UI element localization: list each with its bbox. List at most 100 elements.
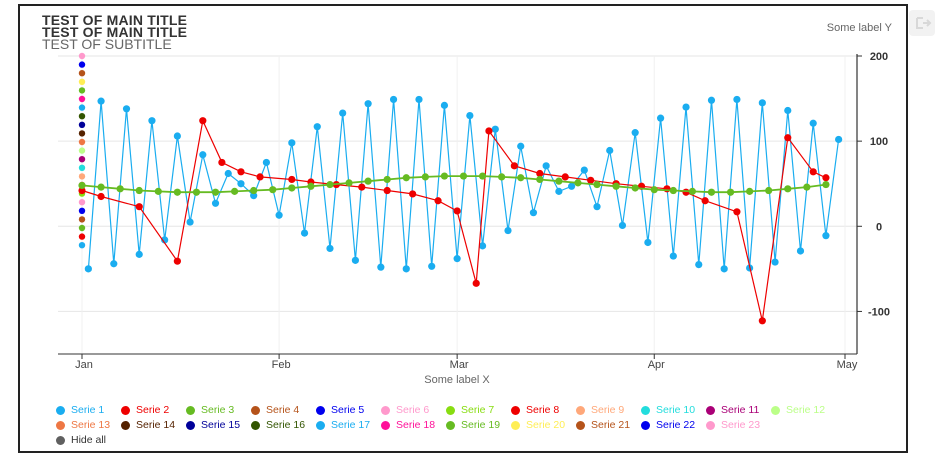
stack-marker xyxy=(78,121,86,128)
data-point xyxy=(326,244,334,253)
data-point xyxy=(796,247,805,255)
x-axis-label: Some label X xyxy=(424,374,490,386)
stack-marker xyxy=(78,130,86,137)
data-point xyxy=(199,117,207,125)
legend-marker-icon xyxy=(706,421,715,430)
legend-label: Serie 18 xyxy=(396,419,436,431)
data-point xyxy=(784,134,792,142)
legend-label: Serie 11 xyxy=(721,404,760,416)
data-point xyxy=(148,117,156,125)
legend-marker-icon xyxy=(446,406,455,415)
legend-label: Serie 13 xyxy=(71,419,111,431)
data-point xyxy=(269,186,277,194)
export-icon xyxy=(916,17,932,29)
data-point xyxy=(555,177,563,185)
data-point xyxy=(440,172,449,180)
x-tick-label: Jan xyxy=(75,359,93,371)
legend-marker-icon xyxy=(316,421,325,430)
legend-marker-icon xyxy=(641,421,650,430)
data-point xyxy=(383,175,391,184)
stack-marker xyxy=(78,138,86,146)
data-point xyxy=(478,172,487,180)
stack-marker xyxy=(78,199,86,206)
data-point xyxy=(186,218,194,226)
stack-marker xyxy=(78,233,86,240)
legend-label: Hide all xyxy=(71,434,107,446)
data-point xyxy=(351,256,360,264)
x-tick-label: Mar xyxy=(450,359,469,371)
stack-marker xyxy=(78,61,86,68)
data-point xyxy=(809,119,817,127)
series-2 xyxy=(78,117,830,325)
x-tick-label: May xyxy=(837,359,858,371)
data-point xyxy=(822,180,830,189)
series-layer xyxy=(78,95,843,325)
data-point xyxy=(809,168,817,176)
data-point xyxy=(707,96,716,104)
data-point xyxy=(135,186,143,195)
legend-label: Serie 14 xyxy=(136,419,176,431)
data-point xyxy=(542,162,550,170)
data-point xyxy=(135,203,143,211)
data-point xyxy=(657,114,665,122)
data-point xyxy=(491,125,499,133)
data-point xyxy=(784,185,792,193)
data-point xyxy=(733,208,741,216)
data-point xyxy=(574,179,582,187)
stack-marker xyxy=(78,156,86,163)
data-point xyxy=(326,180,334,189)
series-stack-column xyxy=(78,52,86,249)
data-point xyxy=(561,173,569,181)
data-point xyxy=(453,207,461,215)
series-3 xyxy=(78,172,830,196)
legend-label: Serie 22 xyxy=(656,419,696,431)
data-point xyxy=(593,203,601,211)
legend-label: Serie 21 xyxy=(591,419,631,431)
data-point xyxy=(377,263,385,271)
series-1 xyxy=(84,95,843,273)
stack-marker xyxy=(78,70,86,77)
y-tick-label: 200 xyxy=(870,51,888,63)
x-tick-label: Feb xyxy=(272,359,291,371)
data-point xyxy=(364,100,372,108)
data-point xyxy=(440,101,449,109)
legend-marker-icon xyxy=(56,406,65,415)
data-point xyxy=(313,123,321,131)
stack-marker xyxy=(78,113,86,120)
data-point xyxy=(288,184,296,192)
data-point xyxy=(618,221,627,230)
legend-label: Serie 5 xyxy=(331,404,365,416)
data-point xyxy=(402,174,410,182)
y-axis-label: Some label Y xyxy=(827,22,893,34)
data-point xyxy=(434,197,442,205)
data-point xyxy=(173,188,181,196)
data-point xyxy=(472,279,480,287)
legend-marker-icon xyxy=(251,406,260,415)
export-button[interactable] xyxy=(909,10,935,36)
data-point xyxy=(339,109,347,117)
data-point xyxy=(504,226,512,235)
stack-marker xyxy=(78,242,86,249)
legend-label: Serie 8 xyxy=(526,404,560,416)
stack-marker xyxy=(78,207,86,214)
legend-marker-icon xyxy=(186,421,195,430)
stack-marker xyxy=(78,95,86,103)
data-point xyxy=(110,260,118,268)
stack-marker xyxy=(78,78,86,86)
data-point xyxy=(485,127,493,135)
data-point xyxy=(231,187,239,195)
data-point xyxy=(682,103,690,111)
legend-marker-icon xyxy=(186,406,195,415)
y-tick-label: 0 xyxy=(876,221,882,233)
legend-marker-icon xyxy=(121,406,130,415)
data-point xyxy=(498,173,506,181)
legend-marker-icon xyxy=(316,406,325,415)
data-point xyxy=(631,184,639,192)
data-point xyxy=(154,187,162,195)
data-point xyxy=(78,186,86,195)
legend-label: Serie 17 xyxy=(331,419,371,431)
data-point xyxy=(409,190,417,198)
